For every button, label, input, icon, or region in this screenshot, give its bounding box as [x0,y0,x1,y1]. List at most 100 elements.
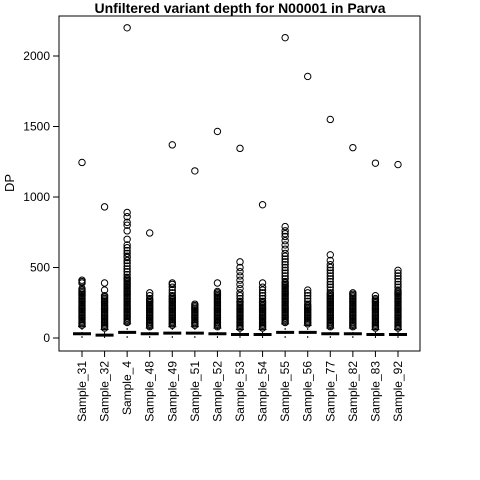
outlier-point [326,280,334,289]
outlier-point [326,275,334,283]
outlier-point [168,141,176,149]
outlier-point [281,255,289,263]
y-axis-label: DP [2,174,17,192]
outlier-point [326,272,334,280]
outlier-point [304,286,312,294]
outlier-point [236,144,244,153]
outlier-point [304,294,312,303]
outlier-point [123,246,131,255]
outlier-point [281,272,289,280]
outlier-point [258,297,267,306]
outlier-point [146,292,154,300]
outlier-point [168,279,176,287]
x-tick-label: Sample_83 [368,361,382,422]
box-group [73,158,91,338]
box-group [321,115,340,338]
outlier-point [123,221,131,229]
outlier-point [281,33,289,42]
outlier-point [213,279,222,287]
outlier-point [123,265,131,273]
outlier-point [123,227,131,235]
outlier-point [371,292,380,300]
box-group [208,127,227,338]
x-tick-label: Sample_53 [233,361,247,422]
outlier-point [168,289,176,297]
outlier-point [281,232,289,241]
x-tick-label: Sample_54 [256,361,270,422]
boxplot-series [73,24,407,338]
outlier-point [281,252,289,260]
outlier-point [123,252,131,260]
outlier-point [146,229,154,237]
outlier-point [168,286,176,294]
outlier-point [236,258,244,266]
outlier-point [123,208,131,217]
box-group [163,141,182,338]
outlier-point [123,213,131,221]
outlier-point [123,241,131,249]
outlier-point [123,259,131,267]
outlier-point [78,158,86,167]
outlier-point [394,269,402,277]
outlier-point [123,235,131,244]
outlier-point [168,283,176,291]
outlier-point [349,289,357,297]
box-group [366,159,385,338]
outlier-point [394,286,402,294]
chart-title: Unfiltered variant depth for N00001 in P… [95,0,386,16]
outlier-point [258,292,267,300]
outlier-point [394,277,402,286]
outlier-point [100,203,109,211]
outlier-point [394,280,402,289]
outlier-point [78,276,86,284]
outlier-point [281,260,289,269]
outlier-point [236,276,244,284]
outlier-point [123,218,131,227]
x-tick-label: Sample_31 [75,361,89,422]
outlier-point [281,237,289,245]
box-group [231,144,249,338]
outlier-point [304,289,312,297]
outlier-point [281,275,289,283]
outlier-point [326,256,334,265]
outlier-point [394,272,402,280]
outlier-point [304,300,312,308]
outlier-point [258,279,267,287]
outlier-point [326,269,334,277]
x-tick-label: Sample_82 [346,361,360,422]
outlier-point [326,251,334,259]
outlier-point [281,249,289,258]
outlier-point [236,289,244,297]
outlier-point [236,297,244,306]
box-group [140,229,159,338]
y-axis: 0 500 1000 1500 2000 [23,49,59,345]
outlier-point [394,266,402,275]
outlier-point [236,294,244,303]
outlier-point [123,270,131,279]
outlier-point [326,283,334,291]
outlier-point [281,266,289,275]
outlier-point [236,284,244,293]
x-tick-label: Sample_55 [278,361,292,422]
outlier-point [258,294,267,303]
y-tick-label: 2000 [23,49,50,63]
outlier-point [304,72,312,81]
outlier-point [123,268,131,276]
outlier-point [258,286,267,294]
outlier-point [371,159,380,167]
outlier-point [236,280,244,289]
box-group [253,201,272,338]
outlier-point [168,292,176,300]
outlier-point [394,283,402,291]
outlier-point [123,273,131,282]
box-group [343,143,362,338]
x-tick-label: Sample_92 [391,361,405,422]
x-tick-label: Sample_56 [301,361,315,422]
x-tick-label: Sample_51 [188,361,202,422]
outlier-point [304,292,312,300]
outlier-point [281,229,289,238]
outlier-point [100,292,109,300]
box-group [298,72,317,338]
x-tick-label: Sample_49 [165,361,179,422]
